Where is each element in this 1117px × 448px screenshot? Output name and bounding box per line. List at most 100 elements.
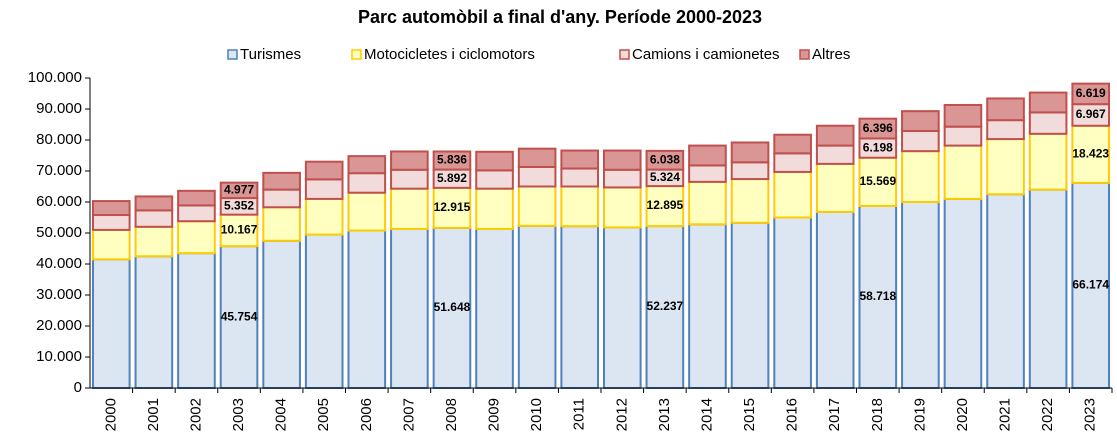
bar-segment <box>1071 181 1111 389</box>
legend-label: Motocicletes i ciclomotors <box>364 46 535 63</box>
bar-segment <box>347 229 387 389</box>
bar-segment <box>815 210 855 389</box>
bar-segment <box>1028 188 1068 389</box>
x-tick-label: 2018 <box>869 398 886 431</box>
bar-segment <box>1028 111 1068 135</box>
bar-segment <box>645 149 685 171</box>
bar-segment <box>517 147 557 168</box>
y-tick-label: 100.000 <box>28 69 82 86</box>
x-tick-label: 2006 <box>358 398 375 431</box>
bar-segment <box>815 124 855 147</box>
bar-segment <box>773 152 812 173</box>
bar-segment <box>177 189 216 207</box>
bar-segment <box>730 161 770 181</box>
x-tick-label: 2004 <box>273 398 290 431</box>
legend-swatch <box>619 49 630 60</box>
bar-segment <box>134 195 174 212</box>
bar-segment <box>1028 91 1068 114</box>
x-tick-label: 2020 <box>954 398 971 431</box>
bar-segment <box>560 149 600 170</box>
bar-segment <box>262 206 301 242</box>
x-tick-label: 2011 <box>571 398 588 430</box>
bar-segment <box>134 225 174 258</box>
x-tick-label: 2008 <box>443 398 460 431</box>
bar-segment <box>688 144 727 167</box>
bar-segment <box>517 185 557 227</box>
x-tick-label: 2019 <box>911 398 928 431</box>
bar-segment <box>475 227 514 389</box>
legend-label: Turismes <box>240 46 301 63</box>
y-tick-label: 0 <box>74 379 82 396</box>
x-tick-label: 2016 <box>784 398 801 431</box>
y-tick-label: 30.000 <box>36 286 82 303</box>
bar-segment <box>986 193 1025 389</box>
x-tick-label: 2017 <box>826 398 843 431</box>
bar-segment <box>901 110 940 133</box>
bar-segment <box>901 201 940 389</box>
bar-segment <box>262 239 301 389</box>
x-tick-label: 2021 <box>997 398 1014 431</box>
bar-segment <box>390 150 429 171</box>
bar-segment <box>134 209 174 228</box>
data-label: 45.754 <box>221 309 258 323</box>
bar-segment <box>1071 124 1111 184</box>
x-tick-label: 2023 <box>1082 398 1099 431</box>
bar-segment <box>262 188 301 209</box>
bar-segment <box>517 165 557 188</box>
y-tick-label: 20.000 <box>36 317 82 334</box>
bar-segment <box>432 186 472 229</box>
bar-segment <box>475 169 514 190</box>
bar-segment <box>858 117 898 140</box>
data-label: 52.237 <box>647 299 684 313</box>
bar-segment <box>390 227 429 389</box>
bar-segment <box>602 186 642 229</box>
data-label: 5.892 <box>437 171 467 185</box>
x-tick-label: 2003 <box>230 398 247 431</box>
bar-segment <box>730 141 770 164</box>
bar-segment <box>304 197 344 236</box>
data-label: 10.167 <box>221 223 258 237</box>
bar-segment <box>773 170 812 219</box>
bar-segment <box>91 214 131 231</box>
bar-segment <box>475 187 514 230</box>
bar-segment <box>773 216 812 389</box>
x-tick-label: 2012 <box>613 398 630 431</box>
bar-segment <box>773 133 812 155</box>
legend-label: Altres <box>812 46 850 63</box>
bar-segment <box>177 252 216 389</box>
bar-segment <box>688 223 727 389</box>
bar-segment <box>943 144 983 200</box>
y-tick-label: 50.000 <box>36 224 82 241</box>
data-label: 5.836 <box>437 153 467 167</box>
bar-segment <box>602 168 642 189</box>
bar-segment <box>177 204 216 223</box>
bar-segment <box>262 171 301 191</box>
x-tick-label: 2009 <box>486 398 503 431</box>
bar-segment <box>688 164 727 183</box>
bar-segment <box>602 149 642 171</box>
bar-segment <box>347 172 387 194</box>
bar-segment <box>1028 132 1068 191</box>
data-label: 12.895 <box>647 198 684 212</box>
bar-segment <box>432 150 472 171</box>
data-label: 12.915 <box>434 200 471 214</box>
y-tick-label: 70.000 <box>36 162 82 179</box>
bar-segment <box>602 226 642 389</box>
x-tick-label: 2013 <box>656 398 673 431</box>
x-tick-label: 2007 <box>400 398 417 431</box>
x-tick-label: 2010 <box>528 398 545 431</box>
x-tick-label: 2014 <box>698 398 715 431</box>
bar-segment <box>986 119 1025 141</box>
bar-segment <box>901 150 940 204</box>
bar-segment <box>347 155 387 175</box>
bar-segment <box>91 200 131 217</box>
bar-segment <box>219 213 259 248</box>
x-tick-label: 2000 <box>102 398 119 431</box>
y-tick-label: 40.000 <box>36 255 82 272</box>
data-label: 18.423 <box>1072 146 1109 160</box>
legend-swatch <box>799 49 810 60</box>
data-label: 5.352 <box>224 199 254 213</box>
bar-segment <box>134 255 174 389</box>
bar-segment <box>390 168 429 190</box>
bar-segment <box>91 258 131 389</box>
